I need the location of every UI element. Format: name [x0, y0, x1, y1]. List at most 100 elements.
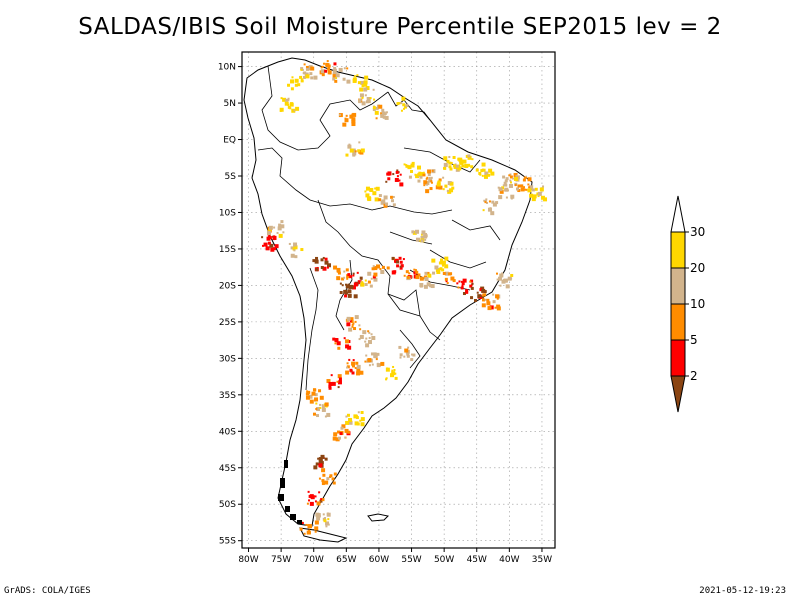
colorbar-top-arrow	[670, 195, 686, 233]
percentile-patch	[305, 388, 324, 404]
percentile-patch	[279, 97, 300, 113]
lat-tick-label: 5S	[225, 172, 237, 182]
colorbar-segment	[670, 339, 686, 377]
longitude-labels: 80W 75W 70W 65W 60W 55W 50W 45W 40W 35W	[238, 548, 552, 565]
lon-tick-label: 70W	[304, 555, 324, 565]
percentile-patch	[364, 352, 385, 368]
lat-tick-label: 50S	[219, 500, 236, 510]
percentile-patch	[481, 293, 501, 311]
percentile-patch	[391, 256, 409, 275]
percentile-patch	[345, 315, 362, 332]
percentile-patches	[261, 60, 548, 535]
percentile-patch	[419, 271, 436, 289]
lat-tick-label: 20S	[219, 281, 236, 291]
lat-tick-label: 45S	[219, 464, 236, 474]
percentile-patch	[332, 337, 352, 350]
percentile-patch	[313, 454, 328, 470]
lon-tick-label: 45W	[467, 555, 487, 565]
percentile-patch	[288, 242, 304, 259]
percentile-patch	[345, 411, 365, 427]
percentile-patch	[332, 67, 351, 84]
percentile-patch	[299, 520, 319, 535]
percentile-patch	[358, 330, 376, 348]
lat-tick-label: 5N	[224, 99, 236, 109]
lon-tick-label: 40W	[499, 555, 519, 565]
percentile-patch	[345, 358, 364, 376]
percentile-patch	[300, 63, 318, 80]
lat-tick-label: 40S	[219, 427, 236, 437]
latitude-labels: 10N 5N EQ 5S 10S 15S 20S 25S 30S 35S 40S 45S 50S 55S	[218, 63, 242, 547]
colorbar-bottom-arrow	[670, 375, 686, 413]
lon-tick-label: 50W	[434, 555, 454, 565]
lat-tick-label: 10S	[219, 208, 236, 218]
colorbar-segment	[670, 267, 686, 305]
percentile-patch	[266, 220, 285, 238]
percentile-patch	[358, 88, 376, 106]
chile-islands	[278, 460, 302, 524]
percentile-patch	[411, 229, 428, 243]
percentile-patch	[398, 345, 416, 362]
percentile-patch	[436, 176, 455, 194]
percentile-patch	[497, 183, 515, 200]
colorbar-label: 2	[690, 369, 698, 383]
percentile-patch	[385, 365, 398, 381]
percentile-patch	[396, 96, 409, 112]
percentile-patch	[312, 256, 332, 272]
lat-tick-label: 30S	[219, 354, 236, 364]
lon-tick-label: 35W	[532, 555, 552, 565]
percentile-patch	[417, 169, 436, 186]
colorbar-label: 20	[690, 261, 705, 275]
percentile-patch	[339, 282, 358, 299]
map-frame	[241, 51, 556, 549]
percentile-patch	[332, 424, 351, 442]
lat-tick-label: 25S	[219, 318, 236, 328]
lon-tick-label: 55W	[401, 555, 421, 565]
percentile-patch	[385, 169, 404, 187]
percentile-patch	[338, 112, 357, 127]
percentile-patch	[326, 374, 342, 390]
percentile-patch	[431, 256, 449, 274]
percentile-patch	[475, 162, 495, 179]
percentile-patch	[306, 490, 325, 506]
percentile-patch	[456, 278, 474, 296]
lat-tick-label: 10N	[218, 63, 236, 73]
colorbar-segment	[670, 231, 686, 269]
percentile-patch	[287, 75, 304, 91]
percentile-patch	[315, 512, 331, 528]
percentile-patch	[378, 194, 396, 208]
lat-tick-label: EQ	[223, 136, 236, 146]
tierra-del-fuego-outline	[299, 527, 348, 543]
map-title: SALDAS/IBIS Soil Moisture Percentile SEP…	[78, 14, 722, 40]
percentile-patch	[495, 272, 514, 289]
colorbar-segment	[670, 303, 686, 341]
lon-tick-label: 80W	[238, 555, 258, 565]
footer-timestamp: 2021-05-12-19:23	[699, 586, 786, 596]
percentile-patch	[372, 104, 389, 120]
percentile-patch	[318, 468, 337, 486]
lon-tick-label: 75W	[271, 555, 291, 565]
percentile-patch	[359, 271, 378, 288]
percentile-patch	[403, 268, 421, 281]
lat-tick-label: 15S	[219, 245, 236, 255]
percentile-patch	[312, 402, 331, 418]
lon-tick-label: 65W	[336, 555, 356, 565]
percentile-patch	[470, 286, 487, 302]
percentile-patch	[482, 198, 499, 216]
percentile-patch	[352, 74, 370, 92]
percentile-patch	[333, 265, 351, 281]
lon-tick-label: 60W	[369, 555, 389, 565]
colorbar: 30 20 10 5 2	[670, 195, 705, 413]
falkland-islands-outline	[367, 513, 390, 522]
percentile-patch	[345, 141, 365, 157]
percentile-patch	[514, 176, 534, 193]
colorbar-label: 10	[690, 297, 705, 311]
colorbar-label: 5	[690, 333, 698, 347]
percentile-patch	[371, 264, 390, 279]
percentile-patch	[442, 271, 456, 285]
lat-tick-label: 55S	[219, 537, 236, 547]
footer-credit: GrADS: COLA/IGES	[4, 586, 91, 596]
percentile-patch	[455, 154, 474, 169]
colorbar-label: 30	[690, 225, 705, 239]
percentile-patch	[442, 155, 462, 172]
